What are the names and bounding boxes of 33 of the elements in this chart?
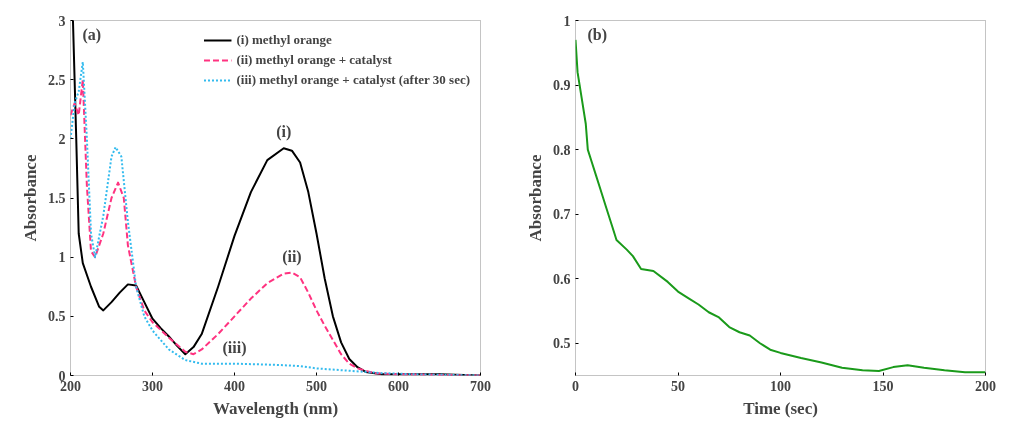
annotation: (a) (82, 25, 102, 44)
y-tick-label: 0.8 (553, 142, 571, 158)
x-tick-label: 500 (306, 378, 327, 394)
x-tick-label: 300 (142, 378, 163, 394)
y-tick-label: 3 (58, 13, 66, 29)
y-axis-title: Absorbance (526, 154, 545, 242)
x-axis-title: Time (sec) (743, 398, 818, 418)
y-tick-label: 0.9 (553, 78, 571, 94)
annotation: (iii) (222, 338, 247, 357)
x-tick-label: 700 (470, 378, 491, 394)
x-tick-label: 200 (975, 378, 996, 394)
x-tick-label: 400 (224, 378, 245, 394)
legend-label: (ii) methyl orange + catalyst (236, 52, 392, 68)
x-tick-label: 50 (671, 378, 685, 394)
y-tick-label: 1 (563, 13, 571, 29)
y-tick-label: 0.7 (553, 207, 571, 223)
x-tick-label: 150 (872, 378, 894, 394)
annotation: (ii) (282, 247, 302, 266)
y-axis-title: Absorbance (21, 154, 40, 242)
y-tick-label: 1.5 (48, 191, 66, 206)
y-tick-label: 0.5 (48, 309, 66, 325)
x-tick-label: 100 (770, 378, 791, 394)
annotation: (i) (276, 123, 292, 142)
legend-label: (i) methyl orange (236, 32, 332, 48)
y-tick-label: 0.5 (553, 336, 571, 352)
x-tick-label: 600 (388, 378, 409, 394)
annotation: (b) (587, 25, 608, 44)
legend-label: (iii) methyl orange + catalyst (after 30 sec) (236, 72, 470, 88)
y-tick-label: 2 (58, 131, 66, 147)
y-tick-label: 1 (58, 250, 66, 266)
y-tick-label: 0.6 (553, 271, 571, 287)
y-tick-label: 2.5 (48, 72, 66, 88)
x-axis-title: Wavelength (nm) (212, 398, 339, 418)
